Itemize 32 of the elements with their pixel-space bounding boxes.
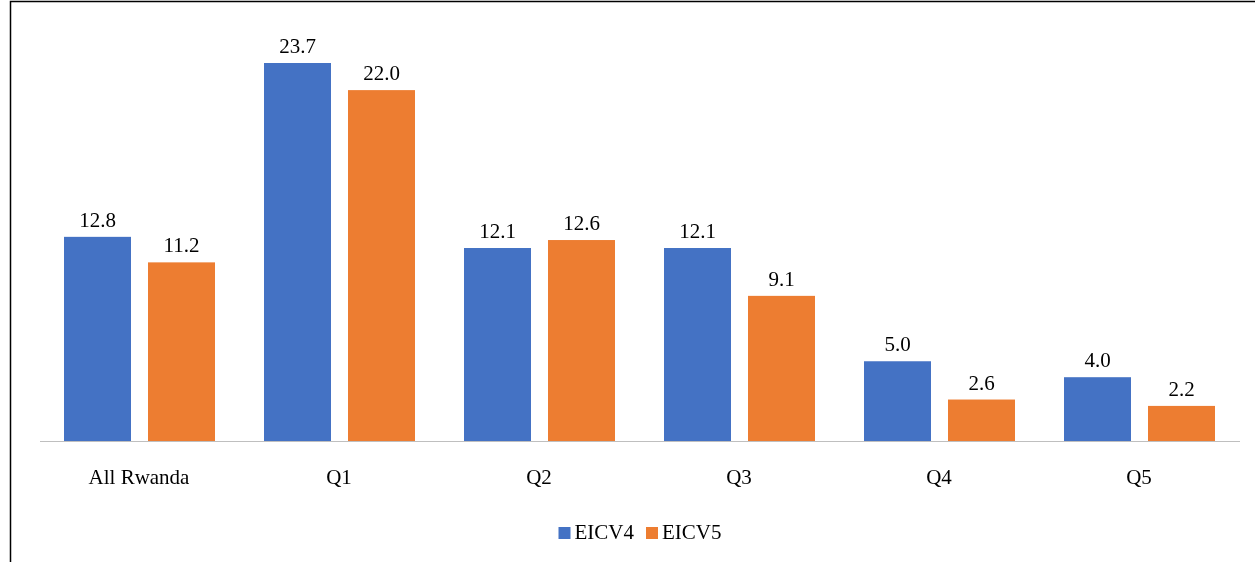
data-label: 5.0 [884, 332, 911, 357]
data-label: 2.6 [968, 370, 995, 395]
x-tick-label: Q1 [326, 465, 352, 489]
data-label: 11.2 [163, 233, 200, 258]
x-tick-label: All Rwanda [88, 465, 191, 489]
bar [1064, 377, 1131, 441]
bar [664, 248, 731, 441]
x-tick-label: Q3 [726, 465, 752, 489]
data-label: 12.8 [79, 207, 116, 232]
bar [148, 262, 215, 441]
bar [948, 399, 1015, 441]
data-label: 22.0 [363, 61, 400, 86]
legend-label: EICV4 [574, 520, 635, 544]
bar [264, 63, 331, 441]
data-label: 12.1 [679, 219, 716, 244]
x-tick-label: Q5 [1126, 465, 1152, 489]
bar [1148, 405, 1215, 441]
data-label: 23.7 [279, 34, 316, 58]
x-tick-label: Q2 [526, 465, 552, 489]
data-label: 9.1 [768, 266, 795, 291]
bar [548, 240, 615, 441]
data-label: 12.1 [479, 219, 516, 244]
bar [748, 295, 815, 441]
bar [464, 248, 531, 441]
bar [348, 90, 415, 441]
data-label: 12.6 [563, 211, 600, 236]
legend-label: EICV5 [662, 520, 722, 544]
data-label: 4.0 [1084, 348, 1111, 373]
x-tick-label: Q4 [926, 465, 953, 489]
data-label: 2.2 [1168, 376, 1195, 401]
bar [64, 236, 131, 441]
bar [864, 361, 931, 441]
